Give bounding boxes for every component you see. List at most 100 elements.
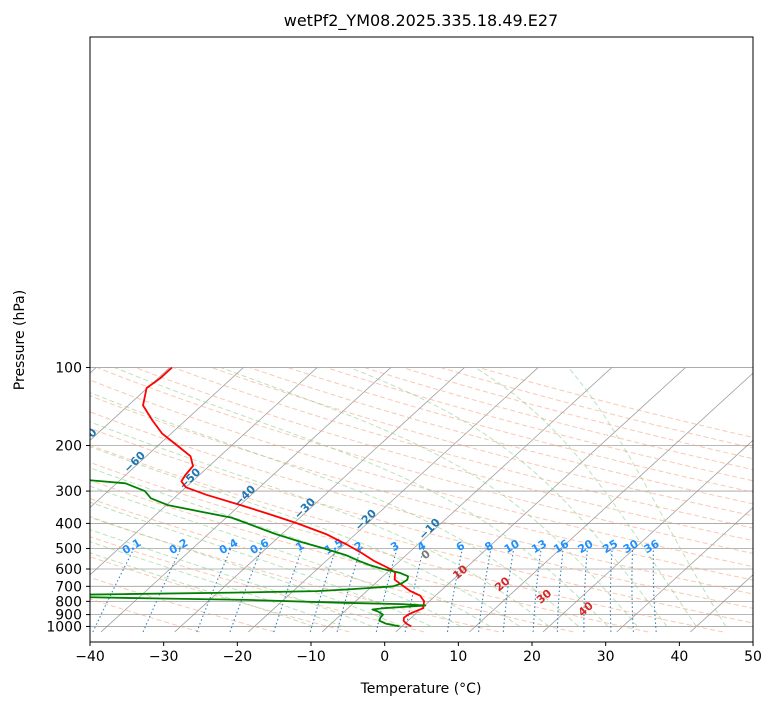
dry-adiabat bbox=[90, 516, 499, 633]
isotherm-line bbox=[469, 372, 753, 633]
mixing-ratio-label: 10 bbox=[502, 537, 522, 556]
isotherm-line bbox=[90, 367, 171, 441]
dry-adiabat bbox=[90, 411, 753, 595]
dry-adiabat bbox=[90, 577, 275, 633]
moist-adiabat bbox=[90, 485, 461, 627]
line-labels: −100−90−80−70−60−50−40−30−20−100.10.20.4… bbox=[0, 381, 662, 619]
dry-adiabat bbox=[249, 367, 753, 505]
y-tick-label: 900 bbox=[55, 608, 82, 624]
isotherm-line bbox=[90, 367, 318, 576]
dry-adiabat bbox=[173, 367, 753, 529]
mixing-ratio-line bbox=[502, 548, 515, 632]
mixing-ratio-line bbox=[229, 548, 263, 633]
dry-adiabat-label: −40 bbox=[232, 482, 259, 509]
mixing-ratio-label: 13 bbox=[529, 537, 549, 556]
y-axis-label: Pressure (hPa) bbox=[12, 290, 28, 390]
dry-adiabat bbox=[90, 379, 753, 568]
mixing-ratio-line bbox=[273, 548, 303, 633]
dry-adiabat bbox=[90, 395, 753, 581]
x-tick-label: −40 bbox=[75, 649, 105, 665]
dry-adiabat bbox=[90, 536, 425, 633]
x-tick-label: 10 bbox=[449, 649, 467, 665]
isotherm-line bbox=[690, 574, 753, 633]
dry-adiabat bbox=[90, 444, 753, 624]
dry-adiabat bbox=[90, 427, 753, 609]
moist-adiabat bbox=[90, 541, 343, 627]
chart-title: wetPf2_YM08.2025.335.18.49.E27 bbox=[284, 11, 558, 31]
mixing-ratio-line bbox=[609, 548, 613, 632]
moist-adiabat bbox=[568, 367, 727, 627]
x-axis-label: Temperature (°C) bbox=[360, 681, 482, 697]
y-tick-label: 1000 bbox=[46, 619, 82, 635]
isotherm-line bbox=[100, 367, 392, 633]
mixing-ratio-label: 8 bbox=[482, 539, 495, 554]
mixing-ratio-line bbox=[652, 548, 657, 632]
y-tick-label: 300 bbox=[55, 484, 82, 500]
dry-adiabat bbox=[90, 556, 350, 633]
isotherm-line bbox=[90, 367, 244, 509]
x-tick-label: 30 bbox=[597, 649, 615, 665]
moist-adiabat bbox=[90, 552, 314, 627]
plot-frame bbox=[89, 36, 754, 643]
mixing-ratio-line bbox=[196, 548, 232, 633]
moist-adiabat bbox=[90, 421, 550, 627]
moist-adiabat bbox=[90, 392, 579, 627]
y-tick-label: 600 bbox=[55, 562, 82, 578]
dry-adiabat bbox=[402, 367, 753, 460]
x-tick-label: −30 bbox=[149, 649, 179, 665]
background-lines bbox=[0, 367, 775, 633]
dry-adiabat-label: −10 bbox=[416, 516, 443, 543]
x-tick-label: 20 bbox=[523, 649, 541, 665]
y-tick-label: 200 bbox=[55, 438, 82, 454]
x-tick-label: −20 bbox=[223, 649, 253, 665]
moist-adiabat bbox=[90, 516, 402, 627]
mixing-ratio-line bbox=[478, 548, 492, 632]
mixing-ratio-label: 36 bbox=[642, 537, 662, 556]
mixing-ratio-line bbox=[631, 548, 634, 632]
moist-adiabat bbox=[90, 446, 520, 627]
dry-adiabat bbox=[96, 367, 753, 554]
moist-adiabat bbox=[90, 467, 491, 627]
y-tick-label: 800 bbox=[55, 594, 82, 610]
x-tick-label: −10 bbox=[296, 649, 326, 665]
mixing-ratio-line bbox=[556, 548, 564, 632]
dry-adiabat bbox=[90, 461, 723, 633]
dry-adiabat-label: −70 bbox=[73, 425, 100, 452]
x-tick-label: 0 bbox=[380, 649, 389, 665]
isotherm-line bbox=[248, 367, 539, 633]
temperature-line bbox=[142, 366, 425, 628]
moist-adiabat-label: 20 bbox=[492, 574, 512, 594]
dry-adiabat-label: −60 bbox=[121, 449, 148, 476]
dry-adiabat-label: −90 bbox=[0, 381, 1, 408]
dry-adiabat bbox=[90, 497, 574, 633]
moist-adiabat bbox=[114, 367, 609, 627]
moist-adiabat bbox=[475, 367, 697, 627]
isotherm-line bbox=[764, 368, 775, 632]
dry-adiabat bbox=[135, 367, 753, 542]
mixing-ratio-line bbox=[446, 548, 464, 632]
mixing-ratio-label: 0.1 bbox=[120, 536, 143, 557]
y-tick-label: 700 bbox=[55, 579, 82, 595]
dry-adiabat bbox=[90, 598, 201, 633]
mixing-ratio-label: 25 bbox=[600, 537, 620, 556]
x-tick-label: 50 bbox=[744, 649, 762, 665]
isotherm-line bbox=[395, 367, 686, 633]
mixing-ratio-label: 0.4 bbox=[217, 536, 241, 557]
dewpoint-line bbox=[90, 479, 427, 628]
mixing-ratio-label: 6 bbox=[454, 539, 467, 554]
dry-adiabat bbox=[211, 367, 753, 517]
y-tick-label: 100 bbox=[55, 361, 82, 377]
axes: −40 −30 −20 −10 0 10 20 30 40 5010020030040050060… bbox=[46, 361, 762, 665]
moist-adiabat-label: 0 bbox=[419, 547, 433, 562]
dry-adiabat bbox=[363, 367, 753, 471]
moist-adiabat bbox=[90, 529, 373, 627]
y-tick-label: 500 bbox=[55, 542, 82, 558]
mixing-ratio-label: 0.6 bbox=[248, 536, 272, 557]
moist-adiabat bbox=[349, 367, 668, 627]
isotherm-line bbox=[616, 507, 753, 633]
mixing-ratio-line bbox=[583, 548, 588, 632]
x-tick-label: 40 bbox=[670, 649, 688, 665]
isotherm-line bbox=[0, 368, 22, 632]
moist-adiabat bbox=[220, 367, 638, 627]
